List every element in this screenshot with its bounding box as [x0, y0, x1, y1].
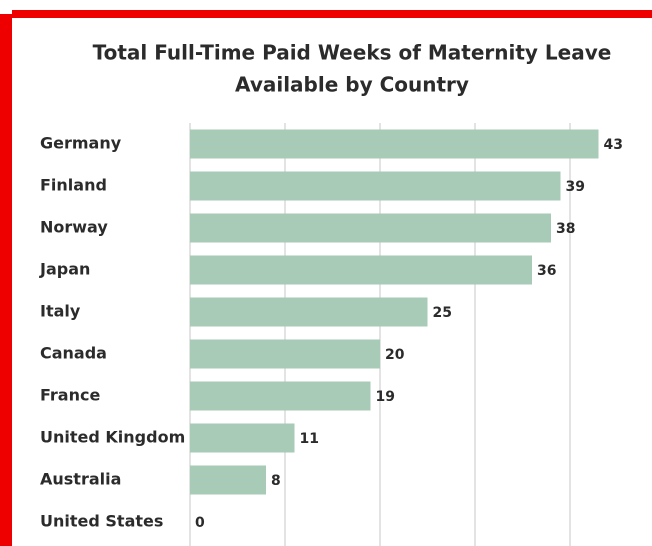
y-tick-label: Italy: [40, 302, 81, 321]
bar: [190, 297, 428, 327]
value-label: 0: [195, 515, 205, 531]
y-tick-label: United Kingdom: [40, 428, 185, 447]
y-tick-label: Finland: [40, 176, 107, 195]
bar: [190, 129, 599, 159]
value-label: 38: [556, 221, 575, 237]
value-label: 36: [537, 263, 556, 279]
y-tick-label: Australia: [40, 470, 121, 489]
value-label: 43: [604, 137, 623, 153]
bar: [190, 255, 532, 285]
y-tick-label: Norway: [40, 218, 108, 237]
y-tick-label: United States: [40, 512, 163, 531]
top-border: [12, 10, 652, 18]
y-tick-label: Canada: [40, 344, 107, 363]
chart-title: Total Full-Time Paid Weeks of Maternity …: [93, 41, 612, 65]
value-label: 8: [271, 473, 281, 489]
value-label: 20: [385, 347, 405, 363]
y-tick-label: France: [40, 386, 100, 405]
chart-title: Available by Country: [235, 73, 469, 97]
left-border: [0, 14, 12, 546]
bar: [190, 423, 295, 453]
bar: [190, 381, 371, 411]
y-tick-label: Japan: [39, 260, 90, 279]
value-label: 11: [300, 431, 319, 447]
bar: [190, 465, 266, 495]
value-label: 39: [566, 179, 585, 195]
bar: [190, 213, 551, 243]
y-tick-label: Germany: [40, 134, 122, 153]
bar: [190, 171, 561, 201]
value-label: 19: [376, 389, 395, 405]
bar: [190, 339, 380, 369]
value-label: 25: [433, 305, 452, 321]
